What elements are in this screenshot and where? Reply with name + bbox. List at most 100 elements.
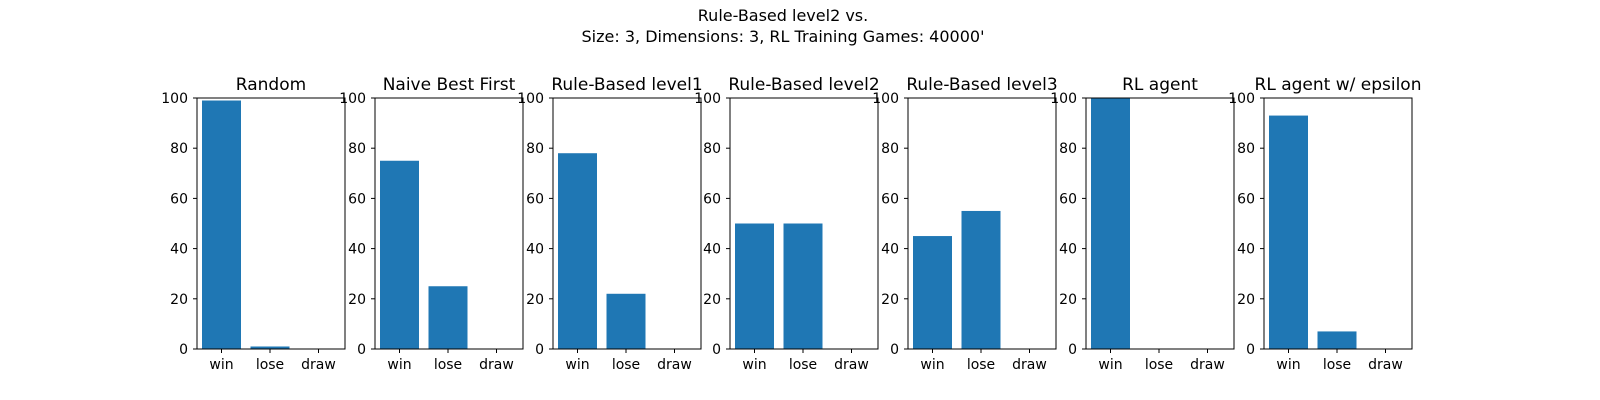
x-tick-label-draw: draw bbox=[1190, 357, 1225, 373]
y-tick-label: 100 bbox=[1050, 91, 1077, 107]
bar-lose bbox=[250, 346, 290, 349]
bar-win bbox=[380, 160, 419, 349]
x-tick-label-draw: draw bbox=[834, 357, 869, 373]
y-tick-label: 20 bbox=[348, 292, 366, 308]
x-tick-label-win: win bbox=[742, 357, 766, 373]
x-tick-label-lose: lose bbox=[612, 357, 640, 373]
y-tick-label: 20 bbox=[526, 292, 544, 308]
bar-win bbox=[1091, 98, 1130, 349]
x-tick-label-win: win bbox=[565, 357, 589, 373]
y-tick-label: 0 bbox=[712, 342, 721, 358]
subplot-6: 0 20 40 60 80 100 win lose draw RL agent bbox=[1050, 75, 1235, 373]
bar-lose bbox=[606, 293, 646, 349]
y-tick-label: 100 bbox=[1228, 91, 1255, 107]
subplot-title: Rule-Based level2 bbox=[728, 75, 879, 95]
y-tick-label: 80 bbox=[526, 141, 544, 157]
subplot-1: 0 20 40 60 80 100 win lose draw Random bbox=[161, 75, 346, 373]
y-tick-label: 40 bbox=[170, 242, 188, 258]
axes-frame bbox=[1263, 97, 1413, 350]
subplot-5: 0 20 40 60 80 100 win lose draw Rule-Based level3 bbox=[872, 75, 1057, 373]
bar-lose bbox=[961, 210, 1001, 349]
y-tick-label: 0 bbox=[179, 342, 188, 358]
subplot-title: Naive Best First bbox=[383, 75, 516, 95]
bar-win bbox=[202, 100, 241, 349]
x-tick-label-lose: lose bbox=[789, 357, 817, 373]
figure-title-line2: Size: 3, Dimensions: 3, RL Training Game… bbox=[582, 27, 985, 46]
x-tick-label-draw: draw bbox=[479, 357, 514, 373]
axes-frame bbox=[196, 97, 346, 350]
y-tick-label: 60 bbox=[1237, 191, 1255, 207]
subplot-title: RL agent bbox=[1122, 75, 1198, 95]
y-tick-label: 60 bbox=[703, 191, 721, 207]
y-tick-label: 60 bbox=[348, 191, 366, 207]
y-tick-label: 0 bbox=[535, 342, 544, 358]
y-tick-label: 0 bbox=[890, 342, 899, 358]
x-tick-label-draw: draw bbox=[657, 357, 692, 373]
x-tick-label-draw: draw bbox=[301, 357, 336, 373]
y-tick-label: 100 bbox=[694, 91, 721, 107]
y-tick-label: 60 bbox=[170, 191, 188, 207]
x-tick-label-lose: lose bbox=[256, 357, 284, 373]
y-tick-label: 0 bbox=[1246, 342, 1255, 358]
subplot-2: 0 20 40 60 80 100 win lose draw Naive Best First bbox=[339, 75, 524, 373]
bar-win bbox=[558, 153, 597, 349]
x-tick-label-win: win bbox=[1276, 357, 1300, 373]
bar-lose bbox=[783, 223, 823, 349]
y-tick-label: 20 bbox=[170, 292, 188, 308]
y-tick-label: 80 bbox=[703, 141, 721, 157]
subplot-title: Rule-Based level3 bbox=[906, 75, 1057, 95]
y-tick-label: 40 bbox=[881, 242, 899, 258]
x-tick-label-lose: lose bbox=[967, 357, 995, 373]
bar-lose bbox=[1317, 331, 1357, 349]
y-tick-label: 80 bbox=[170, 141, 188, 157]
figure-title-line1: Rule-Based level2 vs. bbox=[698, 6, 868, 25]
subplots-group: 0 20 40 60 80 100 win lose draw Random 0 20 40 60 80 10… bbox=[161, 75, 1421, 373]
axes-frame bbox=[729, 97, 879, 350]
subplot-title: Random bbox=[236, 75, 306, 95]
y-tick-label: 40 bbox=[526, 242, 544, 258]
y-tick-label: 40 bbox=[1059, 242, 1077, 258]
axes-frame bbox=[907, 97, 1057, 350]
y-tick-label: 40 bbox=[703, 242, 721, 258]
subplot-7: 0 20 40 60 80 100 win lose draw RL agent w/ epsil… bbox=[1228, 75, 1421, 373]
subplot-title: RL agent w/ epsilon bbox=[1255, 75, 1422, 95]
axes-frame bbox=[552, 97, 702, 350]
x-tick-label-win: win bbox=[1098, 357, 1122, 373]
y-tick-label: 40 bbox=[348, 242, 366, 258]
x-tick-label-win: win bbox=[920, 357, 944, 373]
y-tick-label: 100 bbox=[872, 91, 899, 107]
y-tick-label: 60 bbox=[526, 191, 544, 207]
bar-win bbox=[735, 223, 774, 349]
bar-lose bbox=[428, 286, 468, 349]
x-tick-label-draw: draw bbox=[1368, 357, 1403, 373]
y-tick-label: 80 bbox=[348, 141, 366, 157]
axes-frame bbox=[1085, 97, 1235, 350]
y-tick-label: 60 bbox=[1059, 191, 1077, 207]
y-tick-label: 20 bbox=[881, 292, 899, 308]
y-tick-label: 20 bbox=[1059, 292, 1077, 308]
y-tick-label: 20 bbox=[703, 292, 721, 308]
y-tick-label: 0 bbox=[1068, 342, 1077, 358]
x-tick-label-draw: draw bbox=[1012, 357, 1047, 373]
x-tick-label-win: win bbox=[387, 357, 411, 373]
axes-frame bbox=[374, 97, 524, 350]
subplot-title: Rule-Based level1 bbox=[551, 75, 702, 95]
subplot-3: 0 20 40 60 80 100 win lose draw Rule-Based level1 bbox=[517, 75, 702, 373]
y-tick-label: 100 bbox=[339, 91, 366, 107]
y-tick-label: 100 bbox=[517, 91, 544, 107]
y-tick-label: 80 bbox=[1059, 141, 1077, 157]
subplot-4: 0 20 40 60 80 100 win lose draw Rule-Based level2 bbox=[694, 75, 879, 373]
x-tick-label-lose: lose bbox=[1145, 357, 1173, 373]
y-tick-label: 40 bbox=[1237, 242, 1255, 258]
x-tick-label-win: win bbox=[209, 357, 233, 373]
x-tick-label-lose: lose bbox=[1323, 357, 1351, 373]
y-tick-label: 80 bbox=[1237, 141, 1255, 157]
y-tick-label: 100 bbox=[161, 91, 188, 107]
bar-win bbox=[1269, 115, 1308, 349]
y-tick-label: 0 bbox=[357, 342, 366, 358]
y-tick-label: 20 bbox=[1237, 292, 1255, 308]
y-tick-label: 80 bbox=[881, 141, 899, 157]
y-tick-label: 60 bbox=[881, 191, 899, 207]
x-tick-label-lose: lose bbox=[434, 357, 462, 373]
